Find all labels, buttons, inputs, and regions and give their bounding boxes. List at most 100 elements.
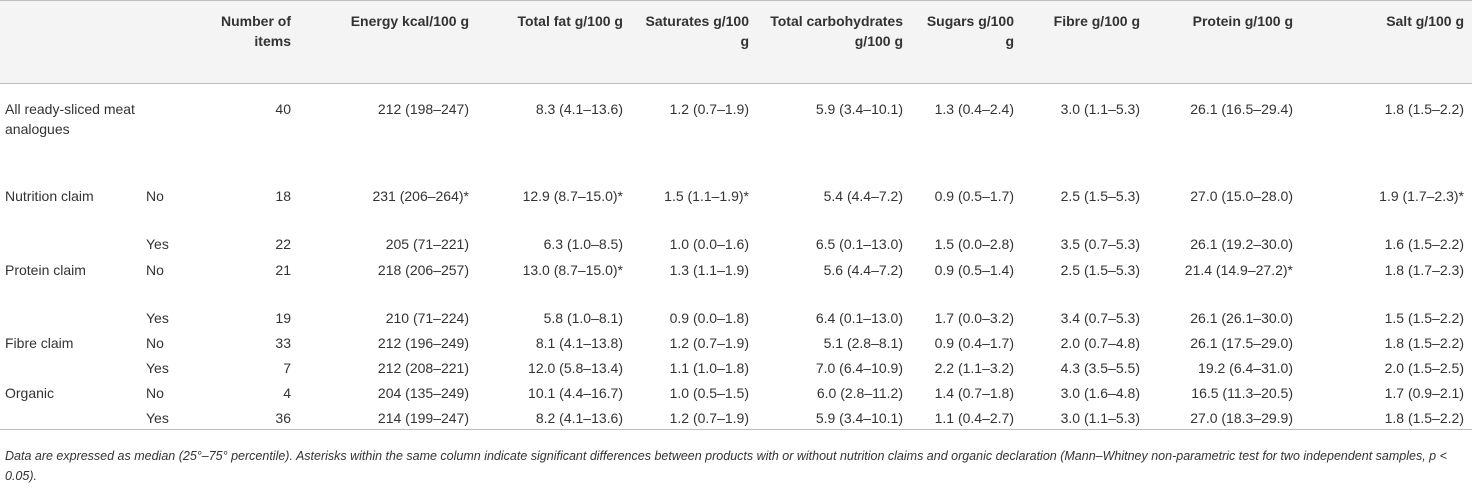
cell-sugars: 1.3 (0.4–2.4) [934, 101, 1014, 117]
header-subcategory [143, 1, 208, 84]
cell-sugars: 2.2 (1.1–3.2) [934, 359, 1014, 376]
cell-total-carbohydrates: 6.0 (2.8–11.2) [816, 384, 903, 401]
cell-energy: 210 (71–224) [385, 309, 469, 326]
header-fibre: Fibre g/100 g [1053, 13, 1140, 29]
cell-fibre: 3.5 (0.7–5.3) [1060, 235, 1140, 252]
cell-saturates: 1.2 (0.7–1.9) [669, 334, 749, 351]
cell-salt: 2.0 (1.5–2.5) [1384, 359, 1464, 376]
cell-sugars: 0.9 (0.5–1.7) [934, 187, 1014, 204]
cell-protein: 16.5 (11.3–20.5) [1191, 384, 1293, 401]
cell-salt: 1.8 (1.5–2.2) [1384, 334, 1464, 351]
cell-number-of-items: 21 [275, 261, 291, 278]
table-row: Fibre claim No 33 212 (196–249) 8.1 (4.1… [0, 330, 1472, 355]
cell-protein: 21.4 (14.9–27.2)* [1184, 261, 1293, 278]
cell-protein: 26.1 (19.2–30.0) [1190, 235, 1293, 252]
cell-number-of-items: 19 [275, 309, 291, 326]
table-footnote: Data are expressed as median (25°–75° pe… [5, 449, 1447, 483]
row-sub-label: No [146, 187, 164, 204]
header-protein: Protein g/100 g [1192, 13, 1293, 29]
cell-total-carbohydrates: 5.6 (4.4–7.2) [823, 261, 903, 278]
header-sugars: Sugars g/100 g [926, 13, 1014, 49]
cell-energy: 205 (71–221) [385, 235, 469, 252]
cell-protein: 26.1 (16.5–29.4) [1190, 101, 1293, 117]
cell-saturates: 0.9 (0.0–1.8) [669, 309, 749, 326]
cell-total-carbohydrates: 5.1 (2.8–8.1) [823, 334, 903, 351]
cell-number-of-items: 36 [275, 409, 291, 426]
cell-number-of-items: 22 [275, 235, 291, 252]
cell-salt: 1.8 (1.5–2.2) [1384, 101, 1464, 117]
cell-fibre: 4.3 (3.5–5.5) [1060, 359, 1140, 376]
cell-total-fat: 13.0 (8.7–15.0)* [522, 261, 623, 278]
cell-number-of-items: 4 [283, 384, 291, 401]
header-number-of-items: Number of items [221, 13, 291, 49]
cell-protein: 26.1 (26.1–30.0) [1190, 309, 1293, 326]
cell-number-of-items: 18 [275, 187, 291, 204]
cell-total-fat: 5.8 (1.0–8.1) [543, 309, 623, 326]
row-sub-label: No [146, 261, 164, 278]
cell-saturates: 1.0 (0.5–1.5) [669, 384, 749, 401]
table-row: Organic No 4 204 (135–249) 10.1 (4.4–16.… [0, 380, 1472, 405]
cell-saturates: 1.5 (1.1–1.9)* [664, 187, 749, 204]
row-sub-label: Yes [146, 235, 169, 252]
cell-total-carbohydrates: 7.0 (6.4–10.9) [815, 359, 903, 376]
cell-sugars: 1.4 (0.7–1.8) [934, 384, 1014, 401]
cell-energy: 212 (208–221) [377, 359, 469, 376]
cell-salt: 1.8 (1.5–2.2) [1384, 409, 1464, 426]
row-group-label: Fibre claim [5, 334, 74, 351]
table-row: All ready-sliced meat analogues 40 212 (… [0, 84, 1472, 182]
cell-salt: 1.9 (1.7–2.3)* [1379, 187, 1464, 204]
cell-energy: 218 (206–257) [377, 261, 469, 278]
row-group-label [0, 304, 143, 330]
header-saturates: Saturates g/100 g [645, 13, 750, 49]
cell-total-fat: 6.3 (1.0–8.5) [543, 235, 623, 252]
cell-fibre: 3.0 (1.6–4.8) [1060, 384, 1140, 401]
cell-total-fat: 12.9 (8.7–15.0)* [522, 187, 623, 204]
cell-protein: 19.2 (6.4–31.0) [1198, 359, 1293, 376]
row-group-label: Protein claim [5, 261, 86, 278]
cell-sugars: 1.5 (0.0–2.8) [934, 235, 1014, 252]
cell-fibre: 2.0 (0.7–4.8) [1060, 334, 1140, 351]
cell-energy: 214 (199–247) [377, 409, 469, 426]
row-group-label: All ready-sliced meat analogues [5, 101, 135, 137]
cell-protein: 26.1 (17.5–29.0) [1190, 334, 1293, 351]
cell-fibre: 3.4 (0.7–5.3) [1060, 309, 1140, 326]
cell-protein: 27.0 (15.0–28.0) [1190, 187, 1293, 204]
header-total-fat: Total fat g/100 g [517, 13, 623, 29]
cell-total-fat: 8.3 (4.1–13.6) [535, 101, 623, 117]
row-sub-label: Yes [146, 409, 169, 426]
cell-protein: 27.0 (18.3–29.9) [1190, 409, 1293, 426]
cell-sugars: 1.7 (0.0–3.2) [934, 309, 1014, 326]
cell-saturates: 1.2 (0.7–1.9) [669, 101, 749, 117]
cell-energy: 231 (206–264)* [372, 187, 469, 204]
cell-energy: 204 (135–249) [377, 384, 469, 401]
cell-total-fat: 12.0 (5.8–13.4) [528, 359, 623, 376]
row-sub-label: Yes [146, 359, 169, 376]
table-header: Number of items Energy kcal/100 g Total … [0, 0, 1472, 84]
cell-energy: 212 (198–247) [377, 101, 469, 117]
cell-salt: 1.7 (0.9–2.1) [1384, 384, 1464, 401]
cell-total-fat: 8.2 (4.1–13.6) [535, 409, 623, 426]
row-group-label [0, 405, 143, 430]
cell-total-carbohydrates: 6.4 (0.1–13.0) [815, 309, 903, 326]
cell-sugars: 0.9 (0.4–1.7) [934, 334, 1014, 351]
cell-saturates: 1.1 (1.0–1.8) [669, 359, 749, 376]
table-body: All ready-sliced meat analogues 40 212 (… [0, 84, 1472, 430]
cell-sugars: 1.1 (0.4–2.7) [934, 409, 1014, 426]
header-energy: Energy kcal/100 g [350, 13, 469, 29]
cell-salt: 1.6 (1.5–2.2) [1384, 235, 1464, 252]
cell-total-carbohydrates: 5.4 (4.4–7.2) [823, 187, 903, 204]
table-row: Protein claim No 21 218 (206–257) 13.0 (… [0, 256, 1472, 304]
row-group-label [0, 230, 143, 256]
cell-energy: 212 (196–249) [377, 334, 469, 351]
row-sub-label: No [146, 334, 164, 351]
cell-saturates: 1.0 (0.0–1.6) [669, 235, 749, 252]
row-group-label: Nutrition claim [5, 187, 94, 204]
cell-fibre: 3.0 (1.1–5.3) [1060, 409, 1140, 426]
cell-number-of-items: 7 [283, 359, 291, 376]
cell-fibre: 2.5 (1.5–5.3) [1060, 261, 1140, 278]
table-row: Yes 7 212 (208–221) 12.0 (5.8–13.4) 1.1 … [0, 355, 1472, 380]
row-group-label: Organic [5, 384, 55, 401]
header-row: Number of items Energy kcal/100 g Total … [0, 0, 1472, 84]
row-sub-label: No [146, 384, 164, 401]
